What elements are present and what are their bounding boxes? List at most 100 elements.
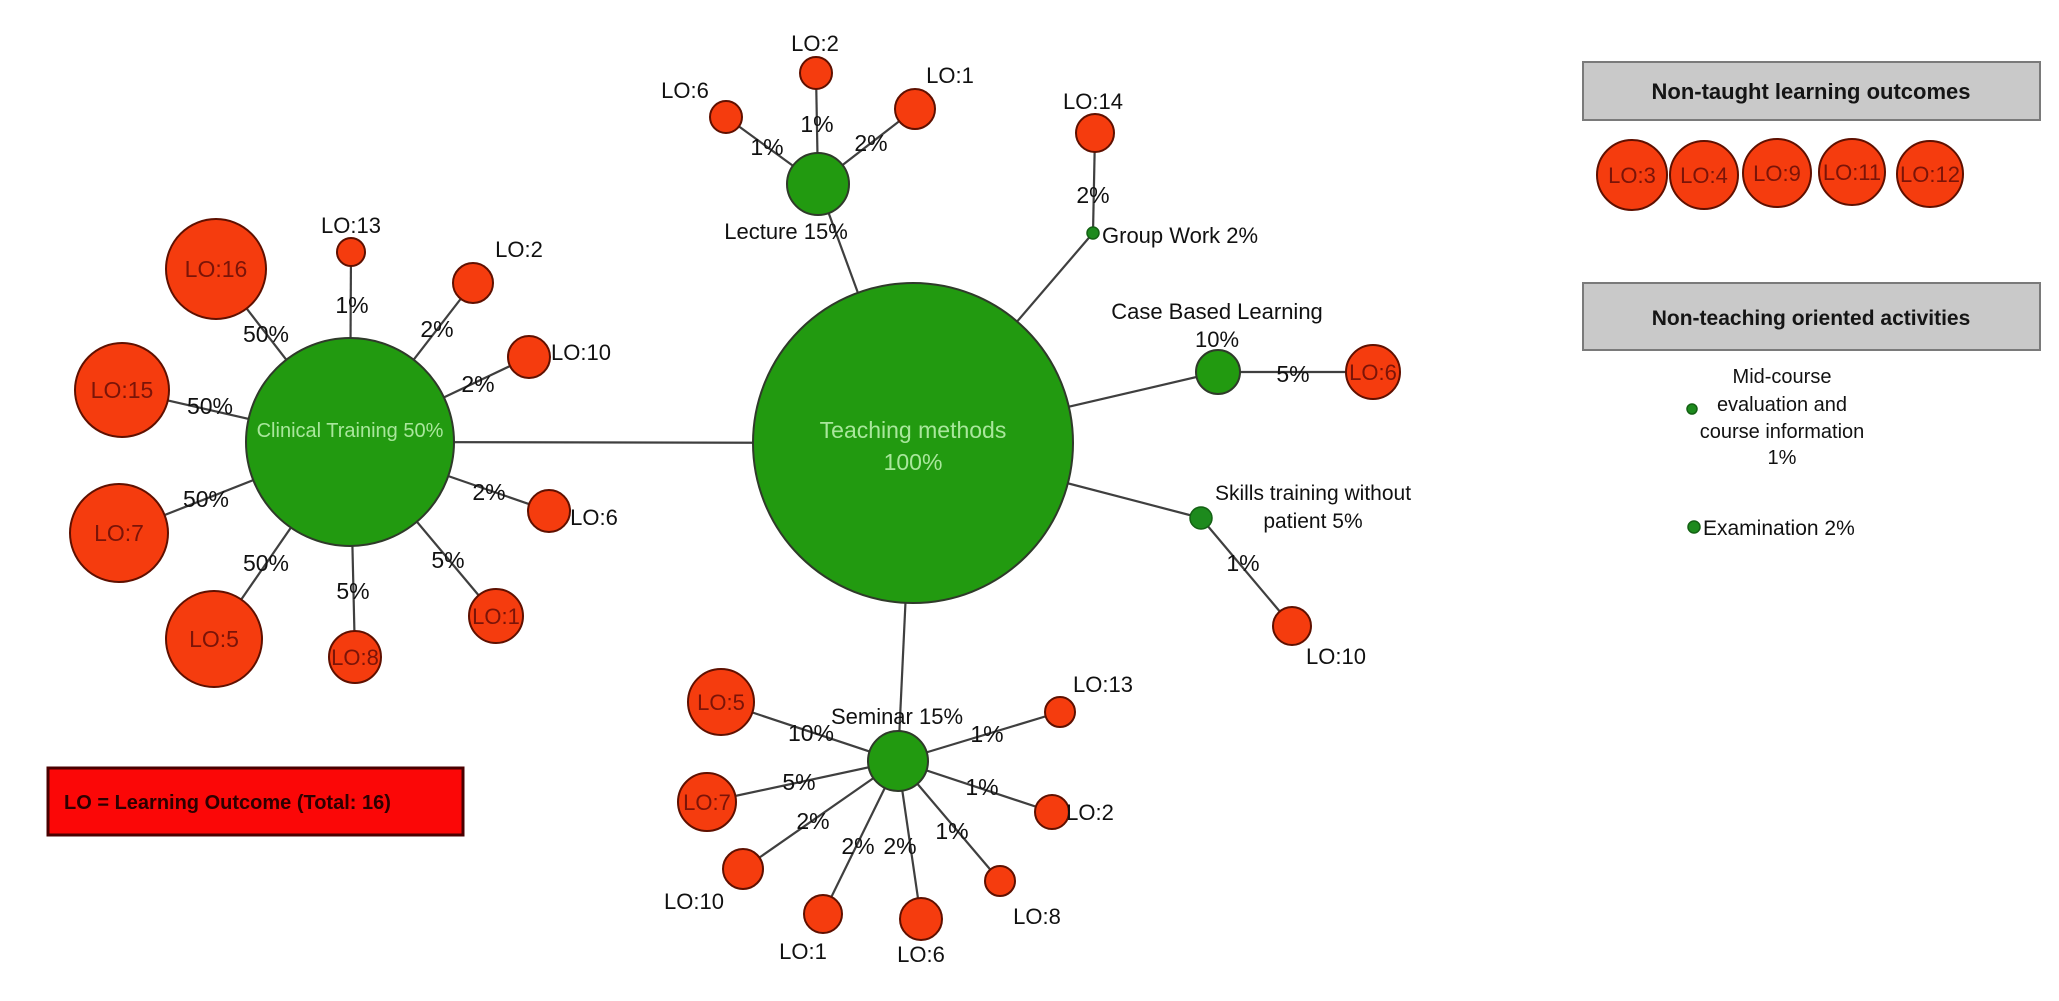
seminar-lo2-label: LO:2 xyxy=(1066,800,1114,825)
node-lecture-lo2 xyxy=(799,56,833,90)
node-lecture xyxy=(786,152,850,216)
node-labels: Teaching methods 100% Clinical Training … xyxy=(257,219,1412,729)
lecture-satellite-labels: LO:6 1% LO:2 1% LO:1 2% xyxy=(661,31,974,160)
node-teaching-methods xyxy=(752,282,1074,604)
skills-label-line1: Skills training without xyxy=(1215,482,1411,505)
groupwork-lo14-label: LO:14 xyxy=(1063,89,1123,114)
node-skills-training xyxy=(1189,506,1213,530)
clinical-lo8-pct: 5% xyxy=(336,578,369,604)
midcourse-line1: Mid-course xyxy=(1733,366,1832,388)
seminar-lo6-pct: 2% xyxy=(883,833,916,859)
seminar-lo5-label: LO:5 xyxy=(697,690,745,715)
node-seminar xyxy=(867,730,929,792)
midcourse-line2: evaluation and xyxy=(1717,394,1847,416)
seminar-lo10-pct: 2% xyxy=(796,808,829,834)
note-box-group: LO = Learning Outcome (Total: 16) xyxy=(46,766,465,837)
lecture-lo2-label: LO:2 xyxy=(791,31,839,56)
node-clinical-lo8 xyxy=(328,630,382,684)
examination-label: Examination 2% xyxy=(1703,517,1855,540)
node-seminar-lo10 xyxy=(722,848,764,890)
casebased-lo6-label: LO:6 xyxy=(1349,360,1397,385)
node-clinical-lo1 xyxy=(468,588,524,644)
edge-skills-lo10 xyxy=(1200,517,1293,627)
skills-lo10-label: LO:10 xyxy=(1306,644,1366,669)
skills-lo10-pct: 1% xyxy=(1226,550,1259,576)
node-seminar-lo1 xyxy=(803,894,843,934)
examination-dot xyxy=(1687,520,1701,534)
clinical-lo6-pct: 2% xyxy=(472,479,505,505)
clinical-lo2-pct: 2% xyxy=(420,316,453,342)
edge-seminar-lo7 xyxy=(706,759,899,804)
clinical-lo1-label: LO:1 xyxy=(472,604,520,629)
node-lecture-lo1 xyxy=(894,88,936,130)
groupwork-lo14-pct: 2% xyxy=(1076,182,1109,208)
node-clinical-lo7 xyxy=(69,483,169,583)
node-seminar-lo8 xyxy=(984,865,1016,897)
seminar-lo13-pct: 1% xyxy=(970,721,1003,747)
seminar-lo13-label: LO:13 xyxy=(1073,672,1133,697)
node-clinical-lo15 xyxy=(74,342,170,438)
seminar-lo1-label: LO:1 xyxy=(779,939,827,964)
legend-non-teaching-header: Non-teaching oriented activities xyxy=(1652,307,1971,330)
note-box xyxy=(46,766,465,837)
edge-seminar-lo10 xyxy=(742,760,899,870)
clinical-lo8-label: LO:8 xyxy=(331,645,379,670)
seminar-lo1-pct: 2% xyxy=(841,833,874,859)
node-skills-lo10 xyxy=(1272,606,1312,646)
clinical-lo7-label: LO:7 xyxy=(94,520,144,546)
lecture-lo6-pct: 1% xyxy=(750,134,783,160)
node-clinical-lo6 xyxy=(527,489,571,533)
node-seminar-lo7 xyxy=(677,772,737,832)
clinical-lo6-label: LO:6 xyxy=(570,505,618,530)
other-satellite-labels: LO:14 2% LO:6 5% LO:10 1% xyxy=(1063,89,1397,669)
legend-non-teaching-header-box xyxy=(1582,282,2041,351)
node-groupwork-lo14 xyxy=(1075,113,1115,153)
seminar-lo8-label: LO:8 xyxy=(1013,904,1061,929)
seminar-lo7-pct: 5% xyxy=(782,769,815,795)
clinical-label: Clinical Training 50% xyxy=(257,420,444,442)
legend-node-lo12 xyxy=(1896,140,1964,208)
node-clinical-lo10 xyxy=(507,335,551,379)
node-seminar-lo2 xyxy=(1034,794,1070,830)
lecture-lo6-label: LO:6 xyxy=(661,78,709,103)
hub-label-line2: 100% xyxy=(884,449,943,475)
clinical-lo15-label: LO:15 xyxy=(91,377,154,403)
node-seminar-lo13 xyxy=(1044,696,1076,728)
midcourse-line3: course information xyxy=(1700,421,1865,443)
legend-non-teaching: Non-teaching oriented activities Mid-cou… xyxy=(1582,282,2041,540)
legend-lo3-label: LO:3 xyxy=(1608,163,1656,188)
node-clinical-training xyxy=(245,337,455,547)
legend-node-lo9 xyxy=(1742,138,1812,208)
clinical-satellite-labels: LO:16 50% LO:13 1% LO:2 2% LO:10 2% LO:6… xyxy=(91,213,618,670)
clinical-lo5-pct: 50% xyxy=(243,550,289,576)
node-clinical-lo5 xyxy=(165,590,263,688)
legend-lo12-label: LO:12 xyxy=(1900,162,1960,187)
legend-node-lo11 xyxy=(1818,138,1886,206)
clinical-lo15-pct: 50% xyxy=(187,393,233,419)
legend-node-lo3 xyxy=(1596,139,1668,211)
clinical-lo16-label: LO:16 xyxy=(185,256,248,282)
clinical-lo7-pct: 50% xyxy=(183,486,229,512)
legend-lo9-label: LO:9 xyxy=(1753,161,1801,186)
legend-non-taught: Non-taught learning outcomes LO:3 LO:4 L… xyxy=(1582,61,2041,211)
skills-label-line2: patient 5% xyxy=(1263,510,1362,533)
groupwork-label: Group Work 2% xyxy=(1102,223,1258,248)
seminar-lo5-pct: 10% xyxy=(788,720,834,746)
clinical-lo13-pct: 1% xyxy=(335,292,368,318)
seminar-satellite-labels: LO:5 10% LO:7 5% LO:10 2% LO:1 2% LO:6 2… xyxy=(664,672,1133,967)
lecture-lo1-label: LO:1 xyxy=(926,63,974,88)
node-lecture-lo6 xyxy=(709,100,743,134)
seminar-lo8-pct: 1% xyxy=(935,818,968,844)
clinical-lo2-label: LO:2 xyxy=(495,237,543,262)
hub-label-line1: Teaching methods xyxy=(820,417,1007,443)
clinical-lo10-pct: 2% xyxy=(461,371,494,397)
seminar-lo2-pct: 1% xyxy=(965,774,998,800)
clinical-lo5-label: LO:5 xyxy=(189,626,239,652)
legend-lo4-label: LO:4 xyxy=(1680,163,1728,188)
legend-lo11-label: LO:11 xyxy=(1823,160,1881,185)
note-text: LO = Learning Outcome (Total: 16) xyxy=(64,792,391,814)
node-seminar-lo6 xyxy=(899,897,943,941)
lecture-lo1-pct: 2% xyxy=(854,130,887,156)
